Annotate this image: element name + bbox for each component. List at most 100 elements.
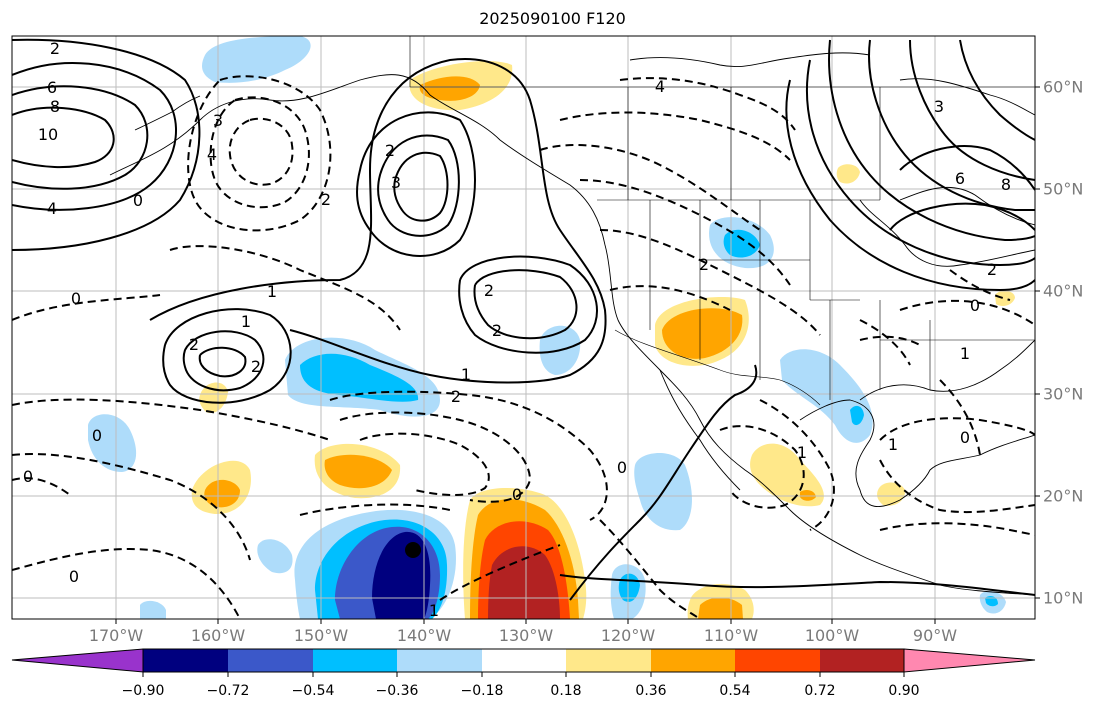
colorbar-segment [482, 649, 566, 672]
colorbar-extend-high [903, 648, 1036, 673]
contour-label: 3 [391, 173, 401, 192]
positive-region [877, 482, 906, 506]
colorbar-tick-label: 0.36 [635, 683, 667, 699]
colorbar-segment [820, 649, 904, 672]
contours-solid [12, 38, 1035, 601]
colorbar-tick-label: 0.18 [550, 683, 582, 699]
colorbar-segment [228, 649, 313, 672]
longitude-label: 130°W [498, 626, 554, 645]
contour-label: 1 [429, 601, 439, 620]
contour-label: 0 [71, 289, 81, 308]
contour-label: 0 [617, 458, 627, 477]
contour-label: 2 [987, 260, 997, 279]
contour-label: 2 [385, 141, 395, 160]
longitude-label: 160°W [190, 626, 246, 645]
contour-label: 8 [1001, 175, 1011, 194]
contour-label: 10 [38, 125, 58, 144]
contour-label: 3 [934, 97, 944, 116]
longitude-label: 140°W [396, 626, 452, 645]
latitude-label: 40°N [1043, 281, 1084, 301]
latitude-label: 10°N [1043, 588, 1084, 608]
contour-label: 0 [69, 567, 79, 586]
contour-label: 2 [50, 39, 60, 58]
colorbar-segment [735, 649, 820, 672]
colorbar-tick-label: 0.90 [888, 683, 920, 699]
colorbar-tick-label: −0.36 [375, 683, 419, 699]
positive-region [488, 546, 560, 619]
positive-region [204, 479, 240, 508]
contour-label: 2 [321, 190, 331, 209]
colorbar [11, 648, 1036, 677]
colorbar-segment [313, 649, 397, 672]
negative-region [88, 414, 137, 472]
contour-label: 2 [484, 281, 494, 300]
contours-dashed [12, 75, 1035, 619]
anomaly-shading [88, 36, 1015, 619]
latitude-label: 60°N [1043, 77, 1084, 97]
longitude-label: 90°W [912, 626, 958, 645]
colorbar-tick-label: −0.54 [291, 683, 335, 699]
colorbar-segment [651, 649, 735, 672]
latitude-label: 20°N [1043, 486, 1084, 506]
colorbar-tick-label: −0.18 [460, 683, 504, 699]
contour-label: 4 [47, 199, 57, 218]
contour-labels: 2 6 8 10 4 0 3 4 2 3 2 1 1 2 2 2 1 2 0 0… [23, 39, 1011, 620]
contour-label: 2 [189, 335, 199, 354]
latitude-label: 30°N [1043, 384, 1084, 404]
colorbar-tick-label: 0.72 [804, 683, 836, 699]
contour-label: 2 [699, 255, 709, 274]
contour-label: 0 [512, 485, 522, 504]
longitude-label: 170°W [88, 626, 144, 645]
contour-label: 4 [655, 77, 665, 96]
positive-region [800, 489, 816, 501]
colorbar-tick-label: 0.54 [719, 683, 751, 699]
contour-label: 0 [133, 191, 143, 210]
negative-region [140, 600, 166, 619]
positive-region [836, 164, 860, 184]
longitude-label: 110°W [703, 626, 759, 645]
contour-label: 0 [23, 467, 33, 486]
contour-label: 2 [251, 357, 261, 376]
longitude-label: 120°W [600, 626, 656, 645]
contour-label: 3 [213, 111, 223, 130]
longitude-label: 150°W [293, 626, 349, 645]
contour-label: 6 [47, 78, 57, 97]
map-area: 2 6 8 10 4 0 3 4 2 3 2 1 1 2 2 2 1 2 0 0… [12, 36, 1035, 620]
positive-region [662, 308, 743, 359]
negative-region [202, 36, 311, 83]
negative-region [257, 539, 293, 574]
contour-label: 1 [241, 312, 251, 331]
contour-label: 6 [955, 169, 965, 188]
colorbar-tick-label: −0.90 [121, 683, 165, 699]
negative-region [300, 353, 419, 402]
contour-label: 0 [970, 296, 980, 315]
colorbar-segment [143, 649, 228, 672]
political-borders [409, 36, 1035, 406]
colorbar-segment [566, 649, 651, 672]
contour-label: 1 [888, 435, 898, 454]
colorbar-extend-low [11, 648, 144, 673]
positive-region [324, 454, 392, 489]
coastlines [109, 52, 1035, 596]
axis-ticks [115, 86, 1040, 624]
map-frame [11, 35, 1036, 620]
contour-label: 1 [461, 365, 471, 384]
positive-region [419, 76, 480, 101]
colorbar-segment [397, 649, 482, 672]
positive-region [995, 290, 1015, 306]
contour-label: 4 [207, 145, 217, 164]
storm-marker [405, 542, 421, 558]
contour-label: 1 [797, 443, 807, 462]
longitude-label: 100°W [804, 626, 860, 645]
negative-region [985, 596, 998, 607]
contour-label: 0 [92, 426, 102, 445]
contour-label: 8 [50, 97, 60, 116]
negative-region [723, 229, 760, 258]
contour-label: 1 [267, 282, 277, 301]
contour-label: 1 [960, 344, 970, 363]
positive-region [698, 597, 743, 619]
negative-region [780, 349, 873, 443]
colorbar-tick-label: −0.72 [206, 683, 250, 699]
contour-label: 2 [451, 387, 461, 406]
